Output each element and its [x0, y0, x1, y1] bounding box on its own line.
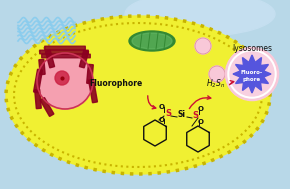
Text: Si: Si [178, 110, 186, 119]
Text: O: O [198, 106, 204, 112]
FancyBboxPatch shape [87, 64, 93, 84]
Text: O: O [159, 104, 165, 110]
Text: $H_2S_n$: $H_2S_n$ [206, 77, 226, 90]
Text: O: O [198, 119, 204, 125]
Text: S: S [165, 109, 171, 118]
FancyArrowPatch shape [148, 96, 156, 109]
FancyBboxPatch shape [35, 89, 41, 109]
FancyBboxPatch shape [34, 69, 42, 93]
Circle shape [226, 48, 278, 100]
FancyBboxPatch shape [39, 59, 45, 75]
Ellipse shape [132, 33, 172, 49]
Circle shape [209, 66, 225, 82]
Circle shape [230, 52, 274, 96]
FancyBboxPatch shape [40, 98, 54, 116]
Text: Fluorophore: Fluorophore [90, 79, 143, 88]
Text: O: O [159, 117, 165, 123]
FancyBboxPatch shape [46, 50, 55, 68]
Ellipse shape [130, 1, 260, 37]
FancyBboxPatch shape [42, 54, 90, 58]
FancyBboxPatch shape [79, 50, 88, 68]
Circle shape [55, 71, 69, 85]
Text: lysosomes: lysosomes [232, 44, 272, 53]
Text: Fluoro-: Fluoro- [241, 70, 263, 75]
FancyBboxPatch shape [45, 46, 85, 50]
Ellipse shape [6, 16, 270, 174]
Circle shape [37, 53, 93, 109]
FancyBboxPatch shape [40, 50, 88, 54]
Circle shape [195, 38, 211, 54]
Text: S: S [192, 111, 198, 120]
FancyArrowPatch shape [189, 96, 211, 109]
Ellipse shape [125, 0, 275, 36]
FancyBboxPatch shape [89, 79, 97, 103]
FancyArrowPatch shape [230, 81, 234, 85]
Text: phore: phore [243, 77, 261, 81]
Polygon shape [233, 55, 271, 93]
Ellipse shape [129, 31, 175, 51]
